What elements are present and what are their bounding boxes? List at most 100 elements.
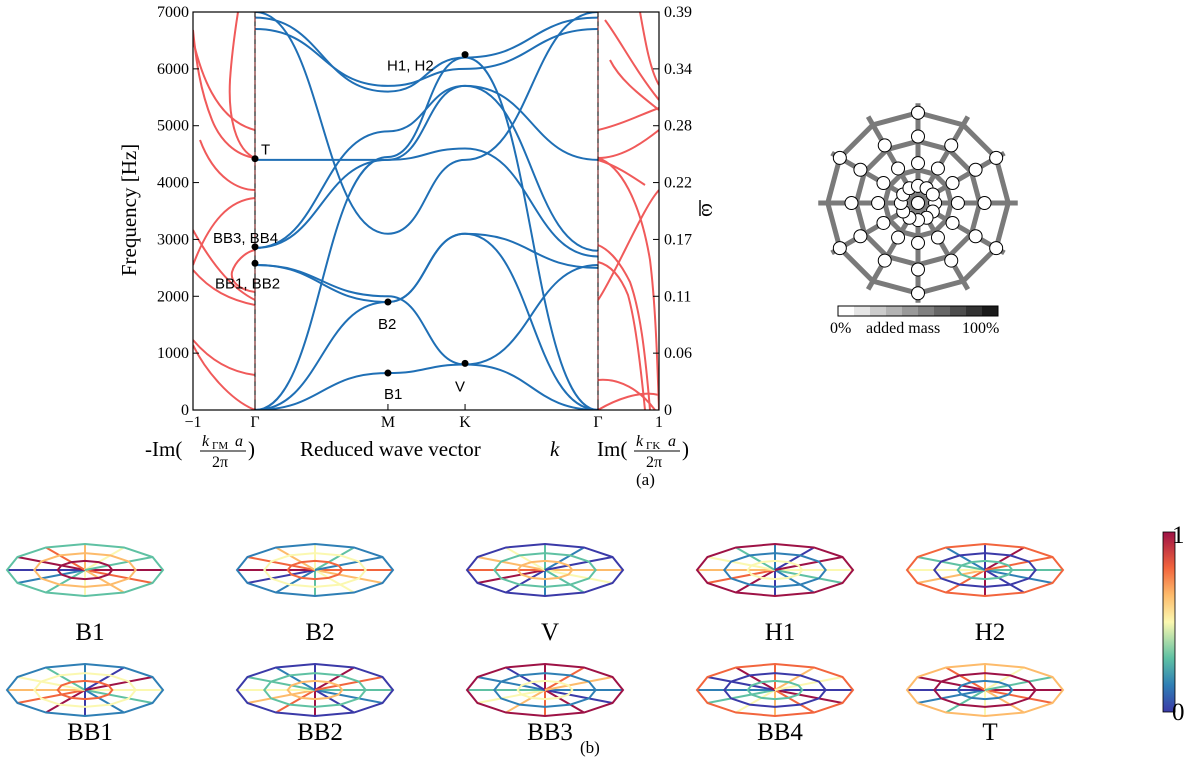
mass-node <box>911 262 925 277</box>
panel-b-caption: (b) <box>580 738 600 757</box>
svg-text:ΓM: ΓM <box>212 440 228 452</box>
y-tick-label-right: 0.22 <box>664 175 692 192</box>
x-tick-label: K <box>459 414 471 431</box>
mass-node <box>925 187 940 202</box>
mass-node <box>930 161 945 176</box>
mode-marker <box>384 369 392 377</box>
x-tick-label: −1 <box>184 414 201 431</box>
y-tick-label-right: 0.39 <box>664 4 692 21</box>
mass-node <box>911 286 925 301</box>
y-axis-label-left: Frequency [Hz] <box>117 144 141 276</box>
band-line-10 <box>254 28 599 87</box>
mass-node <box>877 253 892 268</box>
mass-node <box>891 161 906 176</box>
mass-node <box>891 230 906 245</box>
imaginary-branches-left <box>193 12 256 410</box>
mode-marker <box>251 243 259 251</box>
x-tick-label: Γ <box>593 414 602 431</box>
x-axis-label-right: Im( k ΓK a 2π ) <box>597 433 689 471</box>
band-line-4 <box>254 264 599 366</box>
y-tick-label: 2000 <box>157 288 189 305</box>
x-axis-ticks: −1 Γ M K Γ 1 <box>184 404 663 431</box>
mode-shape-H2: H2 <box>905 542 1065 646</box>
y-tick-label: 1000 <box>157 345 189 362</box>
svg-text:a: a <box>668 433 676 450</box>
svg-text:2π: 2π <box>646 454 662 471</box>
mode-shape-label: BB3 <box>527 719 573 746</box>
y-tick-label: 6000 <box>157 61 189 78</box>
mass-node <box>911 129 925 144</box>
y-tick-label-right: 0.17 <box>664 231 692 248</box>
y-tick-label-right: 0.06 <box>664 345 692 362</box>
y-tick-label: 0 <box>181 402 189 419</box>
y-tick-label-right: 0 <box>664 402 672 419</box>
svg-text:1: 1 <box>1172 522 1185 549</box>
mode-shape-T: T <box>905 662 1065 746</box>
added-mass-colorbar: 0% added mass 100% <box>830 305 999 337</box>
mode-colorbar: 1 0 <box>1162 522 1185 726</box>
band-line-7 <box>254 84 599 252</box>
svg-text:0%: 0% <box>830 320 851 337</box>
mode-shape-label: BB2 <box>297 719 343 746</box>
mass-node <box>989 150 1004 165</box>
mode-label: B2 <box>378 316 396 333</box>
plot-frame <box>192 11 660 411</box>
mode-shape-BB1: BB1 <box>5 662 165 746</box>
panel-a-caption: (a) <box>636 470 655 489</box>
y-tick-label: 7000 <box>157 4 189 21</box>
mode-label: T <box>261 142 270 159</box>
mode-shape-B2: B2 <box>235 542 395 646</box>
svg-text:-Im(: -Im( <box>145 437 182 461</box>
band-line-8 <box>255 84 599 161</box>
svg-text:2π: 2π <box>212 454 228 471</box>
mode-marker <box>251 259 259 267</box>
mode-label: B1 <box>384 386 402 403</box>
mode-shape-label: H2 <box>975 619 1006 646</box>
mass-node <box>853 162 868 177</box>
y-tick-label: 5000 <box>157 118 189 135</box>
y-tick-label-right: 0.28 <box>664 118 692 135</box>
mode-marker <box>251 155 259 163</box>
y-tick-label-right: 0.34 <box>664 61 692 78</box>
y-tick-label: 4000 <box>157 175 189 192</box>
y-tick-label: 3000 <box>157 231 189 248</box>
svg-text:k: k <box>636 433 644 450</box>
mass-node <box>911 105 925 120</box>
mode-shape-H1: H1 <box>695 542 855 646</box>
x-tick-label: 1 <box>655 414 663 431</box>
band-line-11 <box>254 12 599 235</box>
imaginary-branches-right <box>597 12 659 410</box>
mode-label: V <box>455 378 465 395</box>
mass-node <box>871 196 886 210</box>
real-branches <box>254 12 599 410</box>
x-axis-label-middle: Reduced wave vector k <box>300 437 560 461</box>
mass-node <box>853 229 868 244</box>
band-line-9 <box>254 16 599 93</box>
mass-node <box>968 229 983 244</box>
mode-shape-label: BB4 <box>757 719 803 746</box>
mass-node <box>911 156 925 171</box>
mass-node <box>876 215 891 230</box>
svg-text:Reduced wave vector: Reduced wave vector <box>300 437 481 461</box>
mode-label: H1, H2 <box>387 58 434 75</box>
band-line-5 <box>254 232 599 303</box>
mode-marker <box>384 298 392 306</box>
mode-shape-label: BB1 <box>67 719 113 746</box>
mode-annotations: H1, H2 T BB3, BB4 BB1, BB2 B2 B1 V <box>213 51 469 403</box>
mode-label: BB3, BB4 <box>213 230 278 247</box>
mass-node <box>950 196 965 210</box>
svg-text:Im(: Im( <box>597 437 627 461</box>
mass-node <box>968 162 983 177</box>
mode-marker <box>461 51 469 59</box>
band-line-3 <box>254 56 599 410</box>
mode-shape-label: T <box>982 719 997 746</box>
x-tick-label: Γ <box>250 414 259 431</box>
band-line-6 <box>254 147 599 258</box>
svg-text:added mass: added mass <box>866 320 940 337</box>
mass-node <box>944 138 959 153</box>
svg-text:100%: 100% <box>962 320 999 337</box>
mass-node <box>945 176 960 191</box>
mass-node <box>877 138 892 153</box>
mass-node <box>832 241 847 256</box>
unit-cell-schematic <box>818 103 1018 303</box>
